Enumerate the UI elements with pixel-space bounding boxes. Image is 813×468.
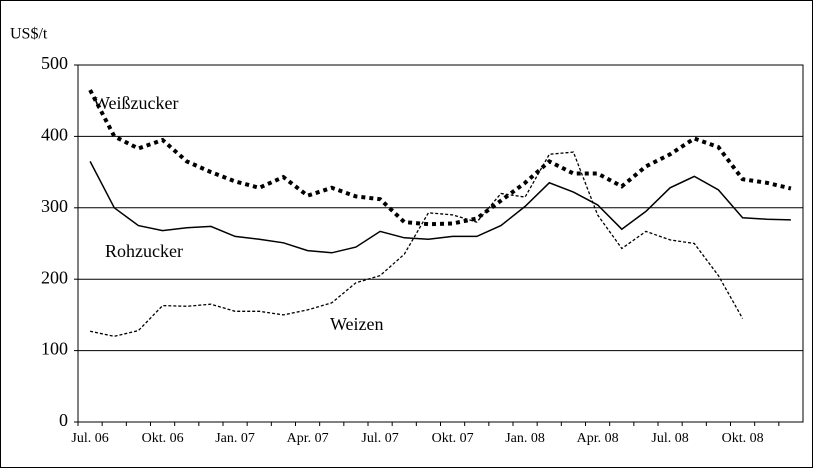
x-tick-label: Okt. 07: [432, 431, 474, 446]
y-tick-label: 0: [59, 410, 68, 430]
series-line: [89, 151, 744, 337]
x-tick-label: Okt. 08: [722, 431, 764, 446]
x-tick-label: Jul. 07: [361, 431, 398, 446]
y-tick-label: 500: [41, 53, 68, 73]
series-label: Weißzucker: [93, 93, 179, 113]
y-tick-label: 300: [41, 196, 68, 216]
y-axis-label: US$/t: [10, 26, 48, 43]
x-tick-label: Apr. 07: [287, 431, 329, 446]
series-line: [88, 89, 792, 227]
y-tick-label: 400: [41, 125, 68, 145]
x-tick-label: Jan. 07: [215, 431, 255, 446]
y-tick-label: 200: [41, 267, 68, 287]
series-line: [89, 161, 791, 254]
y-tick-label: 100: [41, 339, 68, 359]
x-tick-label: Apr. 08: [577, 431, 619, 446]
series-label: Rohzucker: [105, 241, 183, 261]
x-tick-label: Jan. 08: [505, 431, 545, 446]
x-tick-label: Okt. 06: [142, 431, 184, 446]
series-label: Weizen: [330, 314, 384, 334]
x-tick-label: Jul. 08: [651, 431, 688, 446]
x-tick-label: Jul. 06: [71, 431, 108, 446]
